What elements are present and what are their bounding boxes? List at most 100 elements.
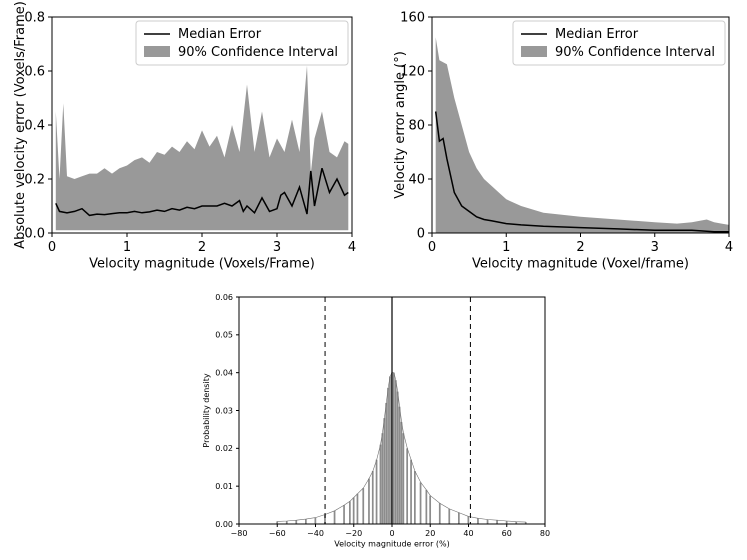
x-tick-label: 2: [576, 240, 584, 255]
y-tick-label: 0.4: [24, 119, 45, 134]
chart-bottom: [236, 296, 546, 527]
histogram-bar: [505, 521, 508, 524]
legend-label: Median Error: [178, 27, 262, 42]
histogram-bar: [524, 522, 527, 524]
x-tick-label: 0: [48, 240, 56, 255]
legend-band-swatch: [521, 46, 547, 57]
x-axis-label: Velocity magnitude (Voxel/frame): [472, 257, 689, 272]
legend-label: 90% Confidence Interval: [555, 45, 715, 60]
legend-box: [135, 20, 349, 66]
histogram-bar: [356, 493, 359, 524]
legend-band-swatch: [144, 46, 170, 57]
x-tick-label: 80: [540, 529, 550, 538]
histogram-bar: [285, 521, 288, 524]
confidence-band: [55, 65, 349, 231]
y-tick-label: 0.0: [24, 227, 45, 242]
histogram-bar: [406, 448, 409, 524]
histogram-bar: [458, 512, 460, 524]
histogram-bar: [385, 402, 388, 524]
y-tick-label: 0.8: [24, 11, 45, 26]
y-tick-label: 0.03: [215, 406, 233, 415]
plot-area-top-left: [55, 65, 349, 231]
histogram-bar: [375, 459, 378, 524]
histogram-bar: [515, 521, 518, 524]
y-tick-label: 0.05: [215, 331, 233, 340]
y-tick-label: 160: [400, 11, 425, 26]
chart-top-left: [48, 16, 353, 237]
histogram-bar: [362, 488, 365, 524]
histogram-bar: [333, 510, 336, 524]
x-tick-label: −80: [231, 529, 248, 538]
histogram-bar: [414, 471, 416, 524]
legend-label: 90% Confidence Interval: [178, 45, 338, 60]
histogram-bar: [448, 508, 451, 524]
x-tick-label: 0: [389, 529, 394, 538]
histogram-bar: [383, 418, 386, 524]
histogram-bar: [396, 391, 399, 524]
x-tick-label: 4: [348, 240, 356, 255]
histogram-bar: [314, 517, 317, 524]
histogram-bar: [324, 514, 326, 524]
y-axis-label: Absolute velocity error (Voxels/Frame): [13, 1, 28, 249]
median-error-line: [434, 111, 729, 233]
histogram-bar: [295, 520, 298, 524]
histogram-bar: [368, 478, 370, 524]
y-tick-label: 0.6: [24, 65, 45, 80]
histogram-bar: [371, 471, 374, 524]
histogram-bar: [305, 519, 307, 524]
histogram-bar: [393, 372, 395, 524]
histogram-bar: [389, 376, 391, 524]
histogram-bar: [394, 380, 397, 524]
histogram-bar: [429, 495, 432, 524]
legend-label: Median Error: [555, 27, 639, 42]
plot-area-bottom: [276, 372, 527, 524]
x-axis-label: Velocity magnitude (Voxels/Frame): [89, 257, 315, 272]
histogram-bar: [402, 433, 405, 524]
x-tick-label: −40: [307, 529, 324, 538]
histogram-bar: [438, 503, 441, 524]
y-tick-label: 0.06: [215, 293, 233, 302]
histogram-bar: [381, 433, 384, 524]
histogram-bar: [343, 505, 345, 524]
x-tick-label: 3: [273, 240, 281, 255]
histogram-bar: [276, 521, 279, 524]
x-tick-label: 20: [425, 529, 435, 538]
y-tick-label: 40: [408, 173, 425, 188]
x-tick-label: 0: [428, 240, 436, 255]
confidence-band: [435, 37, 729, 233]
y-tick-label: 0.02: [215, 444, 233, 453]
histogram-bar: [400, 421, 403, 524]
histogram-bar: [486, 519, 489, 524]
y-tick-label: 0.00: [215, 520, 233, 529]
histogram-bar: [349, 501, 351, 524]
y-tick-label: 120: [400, 65, 425, 80]
legend-box: [512, 20, 726, 66]
histogram-bar: [477, 518, 479, 524]
y-axis-label: Velocity error angle (°): [393, 51, 408, 199]
y-tick-label: 0.2: [24, 173, 45, 188]
histogram-bar: [410, 459, 412, 524]
histogram-bar: [467, 516, 470, 524]
histogram-bar: [419, 482, 422, 524]
x-tick-label: −60: [269, 529, 286, 538]
x-tick-label: 2: [198, 240, 206, 255]
plot-area-top-right: [434, 37, 729, 233]
x-tick-label: 1: [502, 240, 510, 255]
histogram-bar: [398, 406, 401, 524]
y-axis-label: Probability density: [202, 373, 211, 447]
y-tick-label: 0.04: [215, 369, 233, 378]
median-error-line: [55, 167, 349, 217]
y-tick-label: 0.01: [215, 482, 233, 491]
x-axis-label: Velocity magnitude error (%): [334, 540, 450, 549]
y-tick-label: 80: [408, 119, 425, 134]
histogram-bar: [425, 489, 428, 524]
x-tick-label: −20: [345, 529, 362, 538]
histogram-bar: [387, 387, 389, 524]
density-outline: [277, 372, 526, 523]
x-tick-label: 4: [725, 240, 733, 255]
histogram-bar: [379, 444, 382, 524]
histogram-bar: [352, 497, 355, 524]
x-tick-label: 3: [651, 240, 659, 255]
chart-top-right: [428, 16, 730, 237]
